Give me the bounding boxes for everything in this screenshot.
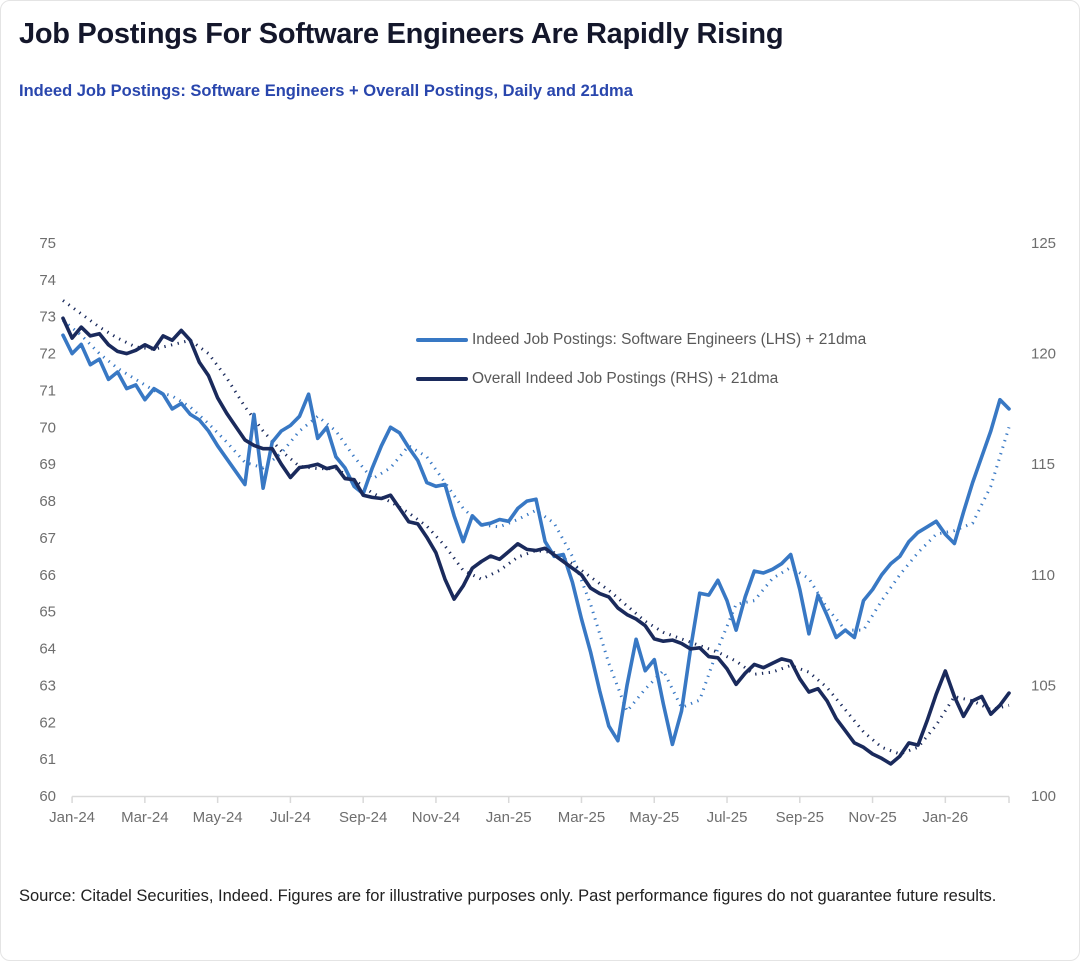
svg-text:Jan-26: Jan-26 (922, 809, 968, 826)
svg-text:Sep-25: Sep-25 (776, 809, 824, 826)
svg-text:61: 61 (39, 751, 56, 768)
svg-text:67: 67 (39, 530, 56, 547)
chart-subtitle: Indeed Job Postings: Software Engineers … (19, 82, 633, 100)
svg-text:Mar-24: Mar-24 (121, 809, 169, 826)
legend-swatch (416, 337, 468, 342)
legend-item: Overall Indeed Job Postings (RHS) + 21dm… (416, 359, 866, 398)
svg-text:69: 69 (39, 456, 56, 473)
svg-text:115: 115 (1031, 456, 1055, 473)
svg-text:120: 120 (1031, 346, 1056, 363)
svg-text:May-25: May-25 (629, 809, 679, 826)
svg-text:72: 72 (39, 346, 56, 363)
svg-text:Jul-25: Jul-25 (707, 809, 748, 826)
svg-text:Jan-25: Jan-25 (486, 809, 532, 826)
svg-text:64: 64 (39, 641, 56, 658)
svg-text:70: 70 (39, 419, 56, 436)
line-chart: Jan-24 Mar-24 May-24 Jul-24 Sep-24 Nov-24 Jan-… (39, 235, 1056, 826)
svg-text:Jul-24: Jul-24 (270, 809, 311, 826)
svg-text:68: 68 (39, 493, 56, 510)
svg-text:60: 60 (39, 788, 56, 805)
legend-swatch (416, 376, 468, 381)
svg-text:May-24: May-24 (193, 809, 243, 826)
svg-text:63: 63 (39, 677, 56, 694)
source-footnote: Source: Citadel Securities, Indeed. Figu… (19, 887, 997, 905)
svg-text:125: 125 (1031, 235, 1056, 252)
svg-text:100: 100 (1031, 788, 1056, 805)
svg-text:71: 71 (39, 382, 56, 399)
svg-text:Jan-24: Jan-24 (49, 809, 95, 826)
svg-text:62: 62 (39, 714, 56, 731)
svg-text:74: 74 (39, 272, 56, 289)
chart-area: Jan-24 Mar-24 May-24 Jul-24 Sep-24 Nov-24 Jan-… (19, 226, 1063, 846)
legend-item: Indeed Job Postings: Software Engineers … (416, 320, 866, 359)
svg-text:65: 65 (39, 604, 56, 621)
svg-text:110: 110 (1031, 567, 1055, 584)
svg-text:Nov-25: Nov-25 (848, 809, 896, 826)
legend-label: Indeed Job Postings: Software Engineers … (472, 330, 867, 348)
page-title: Job Postings For Software Engineers Are … (19, 18, 784, 50)
svg-text:Nov-24: Nov-24 (412, 809, 460, 826)
svg-text:Mar-25: Mar-25 (558, 809, 606, 826)
legend-label: Overall Indeed Job Postings (RHS) + 21dm… (472, 369, 779, 387)
svg-text:Sep-24: Sep-24 (339, 809, 387, 826)
svg-text:75: 75 (39, 235, 56, 252)
svg-text:105: 105 (1031, 677, 1056, 694)
svg-text:66: 66 (39, 567, 56, 584)
svg-text:73: 73 (39, 309, 56, 326)
chart-legend: Indeed Job Postings: Software Engineers … (416, 320, 866, 398)
